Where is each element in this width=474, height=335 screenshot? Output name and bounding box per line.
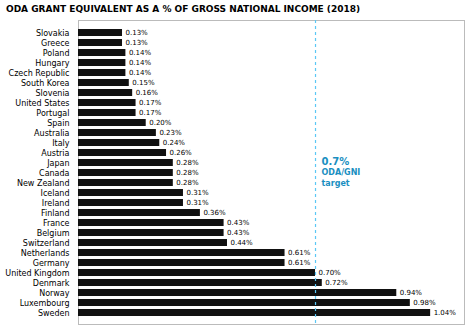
svg-text:0.17%: 0.17%: [139, 99, 162, 107]
svg-text:Slovakia: Slovakia: [36, 29, 70, 38]
svg-text:Slovenia: Slovenia: [35, 89, 69, 98]
svg-text:target: target: [322, 179, 350, 188]
svg-text:0.7%: 0.7%: [322, 156, 350, 167]
svg-text:ODA/GNI: ODA/GNI: [322, 168, 361, 177]
svg-text:0.13%: 0.13%: [126, 29, 149, 37]
svg-text:0.14%: 0.14%: [129, 69, 152, 77]
svg-text:Czech Republic: Czech Republic: [9, 69, 70, 78]
svg-text:1.04%: 1.04%: [434, 309, 457, 317]
svg-text:0.31%: 0.31%: [186, 199, 209, 207]
svg-text:Poland: Poland: [43, 49, 70, 58]
svg-text:0.72%: 0.72%: [325, 279, 348, 287]
svg-text:0.31%: 0.31%: [186, 189, 209, 197]
svg-text:0.26%: 0.26%: [170, 149, 193, 157]
svg-text:Japan: Japan: [46, 159, 69, 168]
svg-text:0.17%: 0.17%: [139, 109, 162, 117]
svg-text:Luxembourg: Luxembourg: [20, 299, 70, 308]
svg-text:0.23%: 0.23%: [159, 129, 182, 137]
svg-text:0.15%: 0.15%: [132, 79, 155, 87]
svg-text:0.98%: 0.98%: [413, 299, 436, 307]
svg-text:South Korea: South Korea: [21, 79, 70, 88]
svg-text:Greece: Greece: [41, 39, 70, 48]
svg-text:0.16%: 0.16%: [136, 89, 159, 97]
svg-text:0.14%: 0.14%: [129, 49, 152, 57]
svg-text:France: France: [43, 219, 70, 228]
svg-text:0.20%: 0.20%: [149, 119, 172, 127]
svg-text:Sweden: Sweden: [38, 309, 70, 318]
svg-text:0.94%: 0.94%: [400, 289, 423, 297]
svg-text:0.61%: 0.61%: [288, 259, 311, 267]
svg-text:Netherlands: Netherlands: [21, 249, 70, 258]
svg-text:0.28%: 0.28%: [176, 159, 199, 167]
svg-text:New Zealand: New Zealand: [17, 179, 70, 188]
svg-text:0.70%: 0.70%: [319, 269, 342, 277]
svg-text:0.61%: 0.61%: [288, 249, 311, 257]
svg-text:United States: United States: [15, 99, 69, 108]
svg-text:0.14%: 0.14%: [129, 59, 152, 67]
svg-text:Finland: Finland: [41, 209, 70, 218]
svg-text:Canada: Canada: [39, 169, 70, 178]
svg-text:Portugal: Portugal: [36, 109, 69, 118]
svg-text:Ireland: Ireland: [42, 199, 70, 208]
svg-text:Denmark: Denmark: [33, 279, 70, 288]
svg-text:0.43%: 0.43%: [227, 219, 250, 227]
svg-text:0.28%: 0.28%: [176, 169, 199, 177]
svg-text:0.24%: 0.24%: [163, 139, 186, 147]
svg-text:0.13%: 0.13%: [126, 39, 149, 47]
svg-text:0.36%: 0.36%: [203, 209, 226, 217]
svg-text:Austria: Austria: [41, 149, 69, 158]
svg-text:0.43%: 0.43%: [227, 229, 250, 237]
svg-text:Italy: Italy: [52, 139, 70, 148]
svg-text:Belgium: Belgium: [37, 229, 70, 238]
svg-text:Switzerland: Switzerland: [23, 239, 70, 248]
svg-text:Australia: Australia: [34, 129, 69, 138]
svg-text:United Kingdom: United Kingdom: [5, 269, 69, 278]
svg-text:0.28%: 0.28%: [176, 179, 199, 187]
svg-text:Iceland: Iceland: [41, 189, 70, 198]
svg-text:Norway: Norway: [39, 289, 70, 298]
svg-text:0.44%: 0.44%: [230, 239, 253, 247]
svg-text:Spain: Spain: [47, 119, 69, 128]
svg-text:Germany: Germany: [33, 259, 70, 268]
svg-text:Hungary: Hungary: [35, 59, 69, 68]
html-text:ODA GRANT EQUIVALENT AS A % OF: ODA GRANT EQUIVALENT AS A % OF GROSS NAT…: [6, 4, 361, 14]
